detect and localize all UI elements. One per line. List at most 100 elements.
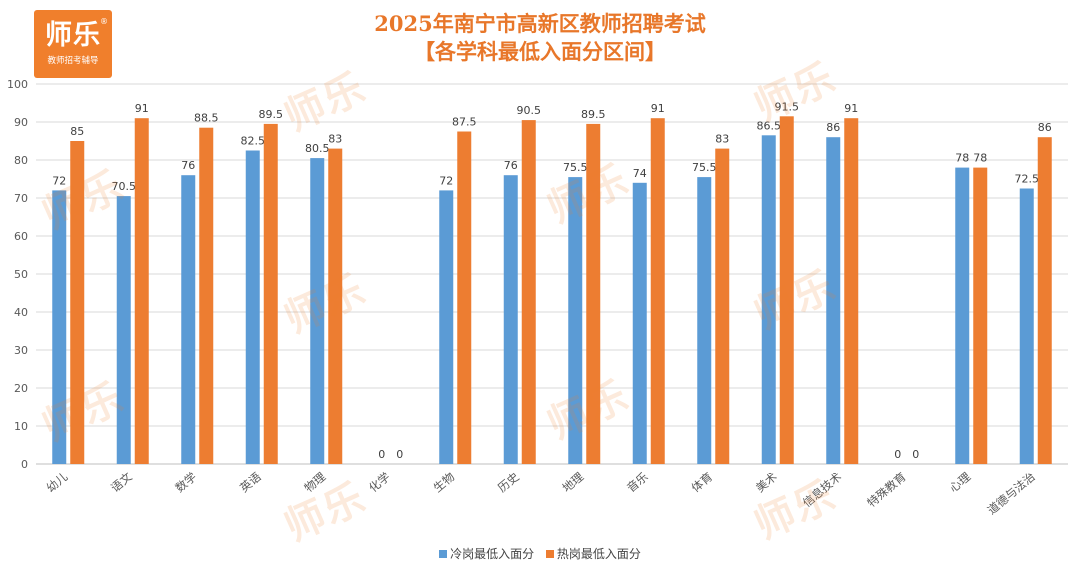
- bar-hot: [650, 118, 665, 464]
- legend-label-hot: 热岗最低入面分: [556, 547, 641, 561]
- data-label: 0: [396, 448, 403, 461]
- data-label: 75.5: [563, 161, 588, 174]
- data-label: 90.5: [517, 104, 542, 117]
- bar-cold: [761, 135, 776, 465]
- chart-subtitle: 【各学科最低入面分区间】: [414, 39, 666, 64]
- bar-cold: [697, 177, 712, 464]
- data-label: 0: [912, 448, 919, 461]
- data-label: 91: [135, 102, 149, 115]
- y-tick-label: 80: [14, 154, 28, 167]
- y-tick-label: 50: [14, 268, 28, 281]
- x-tick-label: 音乐: [624, 469, 651, 495]
- y-tick-label: 0: [21, 458, 28, 471]
- bar-hot: [263, 123, 278, 465]
- bar-cold: [52, 190, 67, 464]
- chart-title: 2025年南宁市高新区教师招聘考试: [374, 11, 706, 36]
- bar-hot: [715, 148, 730, 464]
- data-label: 0: [378, 448, 385, 461]
- brand-logo: 师乐 教师招考辅导 ®: [34, 10, 112, 78]
- data-label: 72: [52, 174, 66, 187]
- data-label: 76: [504, 159, 518, 172]
- bar-hot: [1037, 137, 1052, 464]
- legend-swatch-hot: [545, 550, 554, 558]
- x-tick-label: 语文: [108, 469, 135, 495]
- legend-item-cold: 冷岗最低入面分: [439, 545, 534, 562]
- bar-cold: [1019, 188, 1034, 464]
- data-label: 91: [651, 102, 665, 115]
- bar-cold: [181, 175, 196, 464]
- legend-item-hot: 热岗最低入面分: [545, 545, 641, 562]
- data-label: 76: [181, 159, 195, 172]
- x-tick-label: 美术: [753, 469, 780, 495]
- data-label: 86.5: [757, 119, 782, 132]
- data-label: 80.5: [305, 142, 330, 155]
- x-tick-label: 物理: [302, 469, 329, 495]
- x-tick-label: 化学: [366, 470, 393, 496]
- logo-registered-mark: ®: [100, 17, 108, 26]
- data-label: 85: [70, 125, 84, 138]
- x-tick-label: 体育: [689, 470, 716, 496]
- x-tick-label: 生物: [431, 470, 458, 496]
- y-tick-label: 40: [14, 306, 28, 319]
- data-label: 89.5: [581, 108, 606, 121]
- bar-hot: [199, 127, 214, 464]
- y-tick-label: 90: [14, 116, 28, 129]
- data-label: 83: [715, 133, 729, 146]
- data-label: 88.5: [194, 112, 219, 125]
- data-label: 86: [1038, 121, 1052, 134]
- data-label: 75.5: [692, 161, 717, 174]
- y-tick-label: 30: [14, 344, 28, 357]
- data-label: 91: [844, 102, 858, 115]
- bar-hot: [457, 131, 472, 464]
- data-label: 89.5: [259, 108, 284, 121]
- x-tick-label: 历史: [495, 469, 522, 495]
- y-tick-label: 20: [14, 382, 28, 395]
- bar-cold: [116, 196, 131, 464]
- legend-swatch-cold: [439, 550, 448, 558]
- bar-cold: [245, 150, 260, 464]
- bar-hot: [134, 118, 149, 464]
- bar-cold: [310, 158, 325, 464]
- bar-hot: [586, 123, 601, 465]
- bar-hot: [521, 120, 536, 464]
- y-tick-label: 70: [14, 192, 28, 205]
- data-label: 83: [328, 133, 342, 146]
- bar-cold: [632, 182, 647, 465]
- x-tick-label: 英语: [237, 469, 264, 495]
- bar-cold: [826, 137, 841, 464]
- bar-hot: [779, 116, 794, 465]
- bar-cold: [503, 175, 518, 464]
- bar-hot: [328, 148, 343, 464]
- bar-hot: [70, 141, 85, 464]
- bar-cold: [439, 190, 454, 464]
- data-label: 70.5: [112, 180, 137, 193]
- x-tick-label: 幼儿: [44, 469, 71, 495]
- logo-tagline: 教师招考辅导: [47, 56, 99, 66]
- logo-name: 师乐: [45, 20, 101, 51]
- bar-hot: [844, 118, 859, 464]
- data-label: 91.5: [775, 100, 800, 113]
- y-tick-label: 100: [7, 78, 28, 91]
- bar-cold: [568, 177, 583, 464]
- data-label: 72.5: [1015, 173, 1040, 186]
- chart-legend: 冷岗最低入面分 热岗最低入面分: [0, 545, 1080, 562]
- data-label: 78: [955, 152, 969, 165]
- data-label: 72: [439, 174, 453, 187]
- x-tick-label: 地理: [560, 469, 587, 495]
- legend-label-cold: 冷岗最低入面分: [450, 547, 535, 561]
- bar-cold: [955, 167, 970, 464]
- y-tick-label: 60: [14, 230, 28, 243]
- y-tick-label: 10: [14, 420, 28, 433]
- data-label: 82.5: [241, 135, 266, 148]
- data-label: 0: [894, 448, 901, 461]
- data-label: 74: [633, 167, 647, 180]
- data-label: 87.5: [452, 116, 477, 129]
- x-tick-label: 特殊教育: [864, 470, 908, 510]
- x-tick-label: 信息技术: [800, 469, 845, 510]
- x-tick-label: 数学: [173, 470, 200, 496]
- data-label: 86: [826, 121, 840, 134]
- x-tick-label: 心理: [947, 469, 974, 495]
- bar-hot: [973, 167, 988, 464]
- x-tick-label: 道德与法治: [985, 470, 1038, 518]
